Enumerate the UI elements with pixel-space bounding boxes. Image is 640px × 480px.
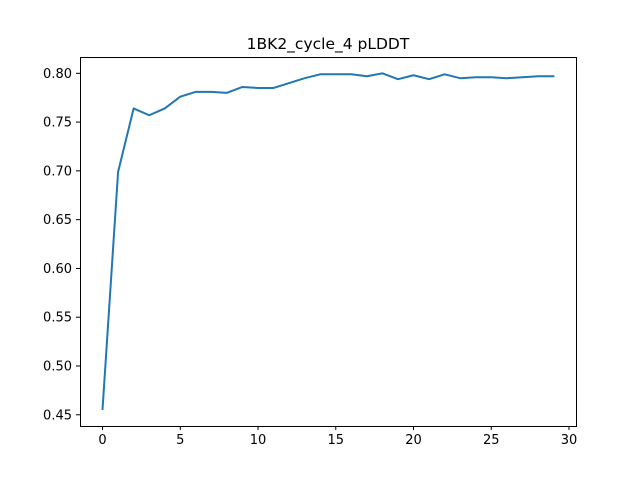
x-tick-label: 0 [98, 433, 106, 448]
x-tick-label: 25 [483, 433, 500, 448]
series-line-0 [101, 72, 555, 410]
series-layer [101, 72, 555, 410]
y-tick-label: 0.80 [43, 67, 72, 82]
y-tick-label: 0.45 [43, 408, 72, 423]
plot-frame [80, 57, 577, 427]
x-tick-label: 20 [405, 433, 422, 448]
y-tick-label: 0.75 [43, 116, 72, 131]
chart-title: 1BK2_cycle_4 pLDDT [247, 35, 410, 54]
y-tick-label: 0.65 [43, 213, 72, 228]
y-axis: 0.45 0.50 0.55 0.60 0.65 0.70 0.75 0.80 [43, 67, 80, 423]
x-tick-label: 15 [328, 433, 345, 448]
x-axis: 0 5 10 15 20 25 30 [98, 426, 577, 448]
y-tick-label: 0.60 [43, 262, 72, 277]
y-tick-label: 0.50 [43, 360, 72, 375]
y-tick-label: 0.55 [43, 311, 72, 326]
x-tick-label: 5 [176, 433, 184, 448]
y-tick-label: 0.70 [43, 164, 72, 179]
x-tick-label: 10 [250, 433, 267, 448]
x-tick-label: 30 [561, 433, 578, 448]
